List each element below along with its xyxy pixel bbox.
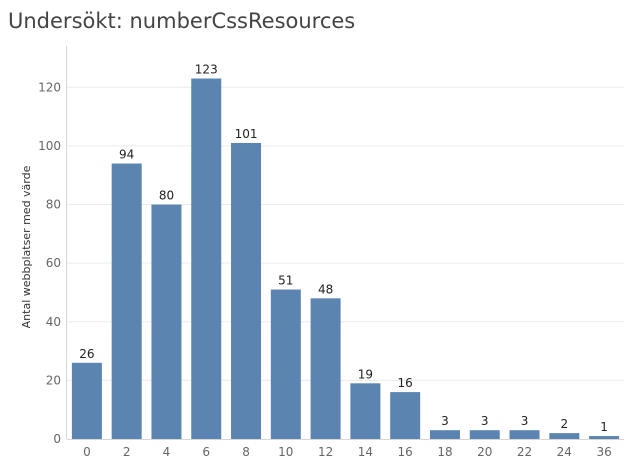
- y-tick-label: 80: [46, 198, 61, 212]
- data-label: 48: [318, 282, 333, 296]
- data-label: 26: [79, 347, 94, 361]
- x-tick-label: 6: [202, 445, 210, 459]
- y-axis-ticks: 0 20 40 60 80 100 120: [38, 80, 61, 446]
- x-tick-label: 0: [83, 445, 91, 459]
- x-tick-label: 2: [123, 445, 131, 459]
- x-tick-label: 4: [163, 445, 171, 459]
- bar: [71, 362, 102, 439]
- bar: [111, 163, 142, 439]
- x-axis-ticks: 0 2 4 6 8 10 12 14 16 18 20 22 24 36: [83, 445, 612, 459]
- y-axis-label: Antal webbplatser med värde: [20, 165, 33, 328]
- x-tick-label: 24: [557, 445, 572, 459]
- y-tick-label: 60: [46, 256, 61, 270]
- data-label: 19: [358, 367, 373, 381]
- bar: [549, 433, 580, 439]
- data-labels: 26 94 80 123 101 51 48 19 16 3 3 3 2 1: [79, 63, 608, 435]
- x-tick-label: 14: [358, 445, 373, 459]
- bar: [310, 298, 341, 439]
- data-label: 123: [195, 63, 218, 77]
- gridlines: [66, 46, 624, 440]
- bar: [469, 430, 500, 439]
- y-tick-label: 120: [38, 80, 61, 94]
- data-label: 94: [119, 148, 134, 162]
- y-tick-label: 40: [46, 315, 61, 329]
- bars: [71, 78, 620, 439]
- x-tick-label: 36: [596, 445, 611, 459]
- data-label: 1: [600, 420, 608, 434]
- bar: [429, 430, 460, 439]
- data-label: 51: [278, 274, 293, 288]
- bar: [350, 383, 381, 439]
- y-tick-label: 0: [53, 432, 61, 446]
- x-tick-label: 18: [437, 445, 452, 459]
- bar: [390, 392, 421, 439]
- data-label: 3: [441, 414, 449, 428]
- chart-title: Undersökt: numberCssResources: [8, 9, 356, 33]
- x-tick-label: 22: [517, 445, 532, 459]
- x-tick-label: 16: [398, 445, 413, 459]
- bar: [589, 436, 620, 439]
- data-label: 3: [481, 414, 489, 428]
- data-label: 16: [398, 376, 413, 390]
- bar: [231, 142, 262, 439]
- bar: [151, 204, 182, 439]
- bar: [270, 289, 301, 439]
- x-tick-label: 8: [242, 445, 250, 459]
- data-label: 101: [235, 127, 258, 141]
- x-tick-label: 12: [318, 445, 333, 459]
- data-label: 3: [521, 414, 529, 428]
- data-label: 2: [561, 417, 569, 431]
- x-tick-label: 20: [477, 445, 492, 459]
- y-tick-label: 20: [46, 373, 61, 387]
- data-label: 80: [159, 189, 174, 203]
- bar: [191, 78, 222, 439]
- bar: [509, 430, 540, 439]
- y-tick-label: 100: [38, 139, 61, 153]
- x-tick-label: 10: [278, 445, 293, 459]
